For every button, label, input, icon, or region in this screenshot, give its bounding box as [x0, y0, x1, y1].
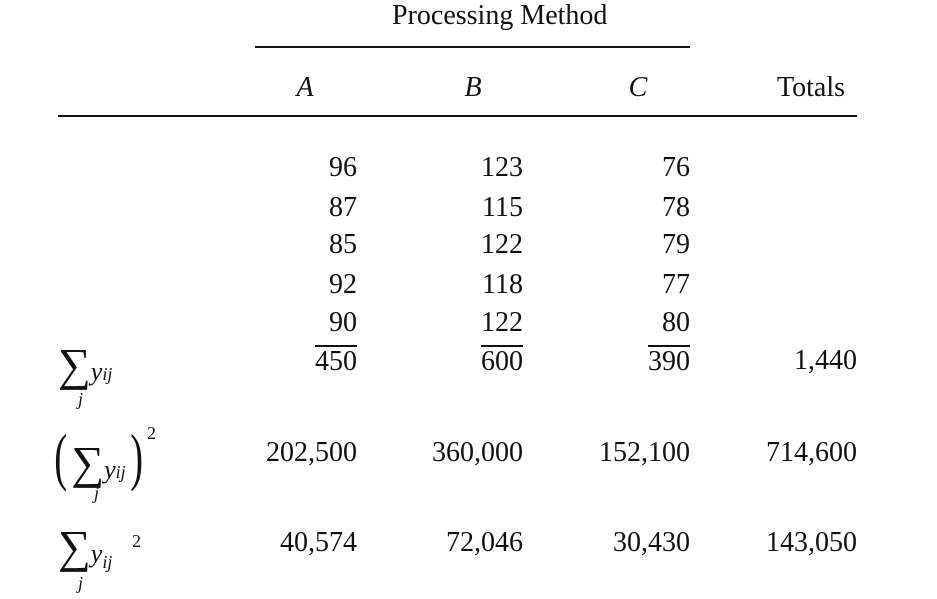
summary-cell: 40,574 — [280, 527, 357, 558]
summary-cell: 202,500 — [266, 437, 357, 468]
summary-cell: 30,430 — [613, 527, 690, 558]
sum-overline: 600 — [481, 345, 523, 377]
summary-total-cell: 143,050 — [766, 527, 857, 558]
sum-overline: 450 — [315, 345, 357, 377]
row-label-sum-of-squares: ∑yij 2 j — [58, 521, 141, 594]
summary-cell: 390 — [530, 345, 690, 378]
observation-cell: 87 — [329, 192, 357, 223]
summary-cell: 360,000 — [432, 437, 523, 468]
summary-cell: 72,046 — [446, 527, 523, 558]
summary-cell: 152,100 — [599, 437, 690, 468]
column-header-b: B — [464, 72, 482, 103]
observation-cell: 76 — [662, 152, 690, 183]
summary-cell: 450 — [197, 345, 357, 378]
observation-cell: 122 — [481, 307, 523, 338]
observation-cell: 78 — [662, 192, 690, 223]
observation-cell: 96 — [329, 152, 357, 183]
group-header: Processing Method — [392, 0, 608, 31]
observation-cell: 85 — [329, 229, 357, 260]
observation-cell: 92 — [329, 269, 357, 300]
observation-cell: 90 — [329, 307, 357, 338]
group-rule — [255, 46, 690, 48]
column-header-c: C — [628, 72, 648, 103]
column-header-totals: Totals — [776, 72, 845, 103]
column-header-a: A — [296, 72, 314, 103]
summary-cell: 600 — [363, 345, 523, 378]
observation-cell: 122 — [481, 229, 523, 260]
header-rule — [58, 115, 857, 117]
sum-overline: 390 — [648, 345, 690, 377]
observation-cell: 118 — [482, 269, 523, 300]
observation-cell: 80 — [662, 307, 690, 338]
observation-cell: 77 — [662, 269, 690, 300]
observation-cell: 123 — [481, 152, 523, 183]
summary-total-cell: 1,440 — [794, 345, 857, 376]
summary-total-cell: 714,600 — [766, 437, 857, 468]
observation-cell: 79 — [662, 229, 690, 260]
row-label-sum: ∑yij j — [58, 339, 113, 410]
observation-cell: 115 — [482, 192, 523, 223]
row-label-sum-squared: (∑yij) 2 j — [54, 421, 156, 503]
